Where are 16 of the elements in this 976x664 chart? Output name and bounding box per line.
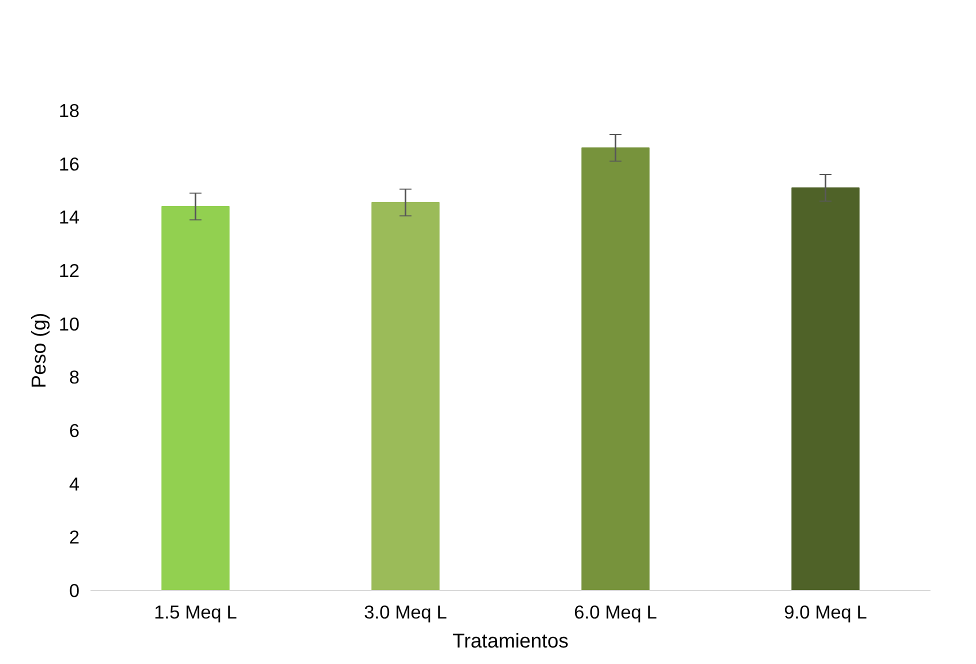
y-tick-label: 14 [58, 206, 80, 228]
x-tick-label: 1.5 Meq L [154, 602, 237, 622]
y-axis-title: Peso (g) [28, 312, 51, 388]
x-tick-label: 3.0 Meq L [364, 602, 447, 622]
y-tick-label: 18 [58, 100, 80, 121]
y-tick-label: 2 [69, 526, 80, 548]
y-tick-label: 4 [69, 473, 80, 494]
y-tick-label: 16 [58, 153, 80, 174]
x-axis-title: Tratamientos [452, 630, 568, 652]
x-tick-label: 9.0 Meq L [784, 602, 867, 622]
y-tick-label: 6 [69, 420, 80, 441]
y-tick-label: 0 [69, 580, 80, 601]
x-tick-label: 6.0 Meq L [574, 602, 657, 622]
y-tick-label: 10 [58, 313, 80, 334]
y-tick-label: 12 [58, 260, 80, 281]
y-tick-label: 8 [69, 366, 80, 388]
